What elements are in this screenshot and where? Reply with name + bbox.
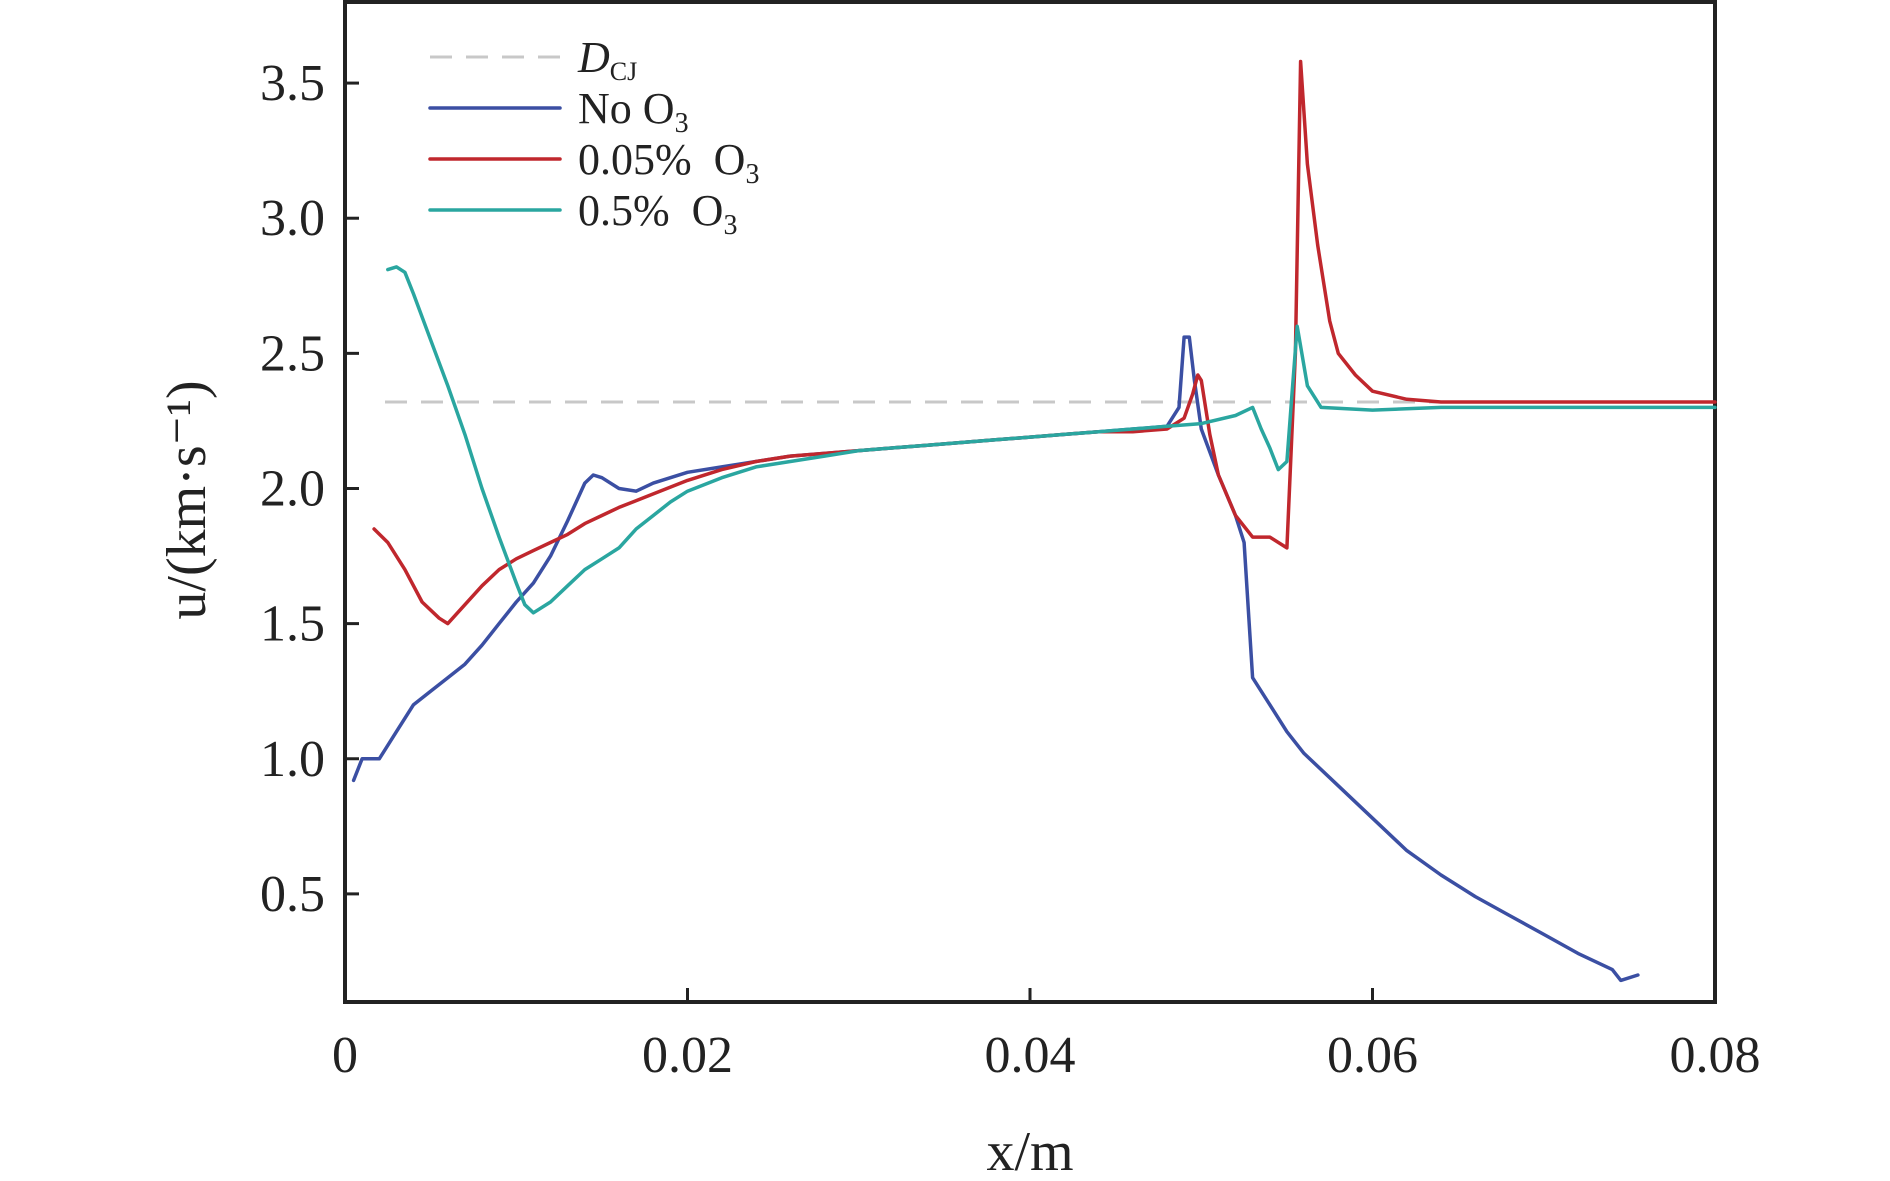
legend-label-2: 0.5% O3: [578, 186, 737, 241]
y-tick-label: 3.0: [260, 190, 325, 247]
legend-label-1: 0.05% O3: [578, 135, 759, 190]
x-axis-title: x/m: [986, 1121, 1073, 1181]
series-line-2: [386, 265, 1717, 615]
x-tick-label: 0.08: [1670, 1027, 1761, 1084]
y-tick-label: 3.5: [260, 55, 325, 112]
y-tick-label: 2.0: [260, 460, 325, 517]
x-tick-label: 0.02: [642, 1027, 733, 1084]
series-line-1: [372, 59, 1717, 626]
x-axis: 0 0.02 0.04 0.06 0.08: [332, 988, 1761, 1084]
plot-frame: [343, 0, 1717, 1004]
legend-label-0: No O3: [578, 84, 689, 139]
legend-label-dcj: DCJ: [577, 33, 637, 86]
y-axis: 0.5 1.0 1.5 2.0 2.5 3.0 3.5: [260, 55, 359, 923]
series-layer: [351, 59, 1717, 983]
y-tick-label: 2.5: [260, 325, 325, 382]
x-tick-label: 0.04: [985, 1027, 1076, 1084]
series-line-0: [351, 335, 1640, 983]
y-tick-label: 1.0: [260, 731, 325, 788]
y-axis-title: u/(km·s⁻¹): [156, 380, 218, 619]
x-tick-label: 0: [332, 1027, 358, 1084]
y-tick-label: 1.5: [260, 596, 325, 653]
x-tick-label: 0.06: [1327, 1027, 1418, 1084]
y-tick-label: 0.5: [260, 866, 325, 923]
